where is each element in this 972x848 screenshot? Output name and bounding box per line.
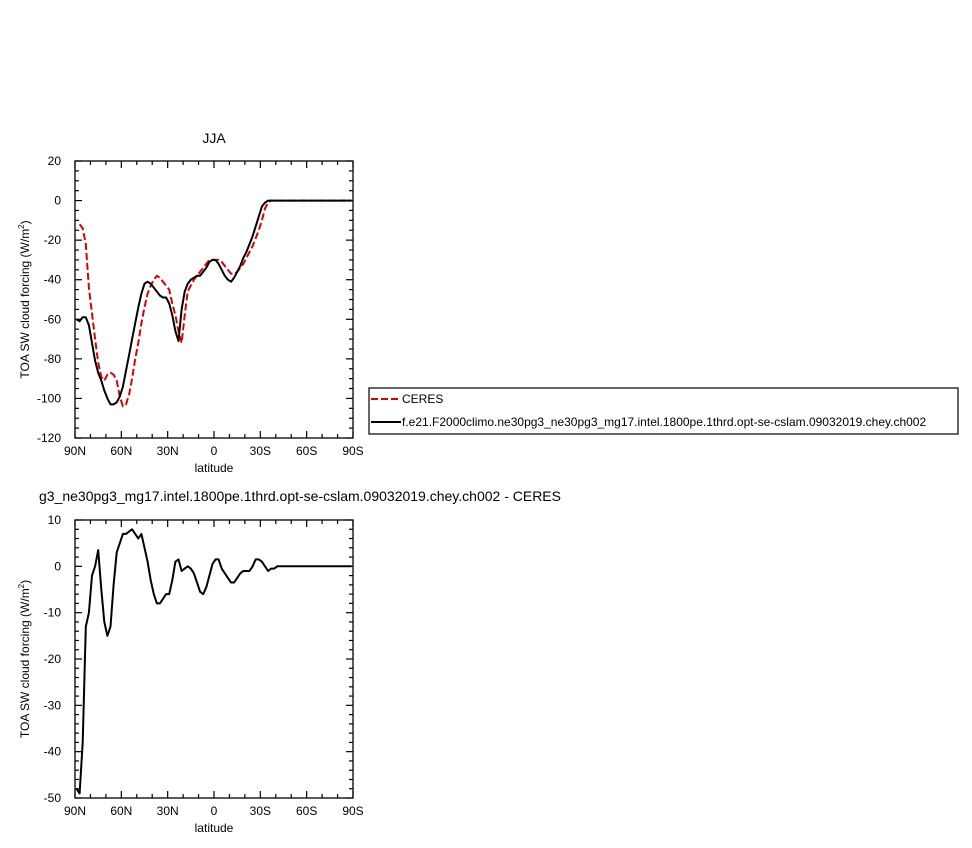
y-tick-label: -30 — [44, 698, 62, 712]
y-axis-label: TOA SW cloud forcing (W/m2) — [17, 220, 32, 378]
x-tick-label: 30N — [157, 444, 179, 458]
chart-title: JJA — [202, 130, 226, 146]
x-tick-label: 90S — [342, 804, 363, 818]
y-axis-label-superscript: 2 — [17, 224, 26, 229]
series-line-1 — [75, 528, 352, 795]
chart-panel-2: g3_ne30pg3_mg17.intel.1800pe.1thrd.opt-s… — [17, 488, 561, 835]
y-axis-label-text: TOA SW cloud forcing (W/m — [18, 229, 32, 379]
chart-panel-1: JJA 90N 60N 30N 0 30S 60S 90S 20 0 -20 -40 -60 -80 -10… — [17, 130, 364, 475]
chart-title: g3_ne30pg3_mg17.intel.1800pe.1thrd.opt-s… — [39, 488, 561, 504]
plot-frame — [74, 160, 354, 439]
y-tick-label: -100 — [37, 391, 61, 405]
legend-box — [368, 387, 959, 435]
y-axis-label-text: TOA SW cloud forcing (W/m — [18, 588, 32, 738]
x-tick-label: 60S — [296, 804, 317, 818]
x-tick-label: 30S — [250, 444, 271, 458]
x-tick-label: 60N — [110, 444, 132, 458]
y-axis-label: TOA SW cloud forcing (W/m2) — [17, 580, 32, 738]
y-axis-label-end: ) — [18, 580, 32, 584]
y-axis-label-end: ) — [18, 220, 32, 224]
x-axis-label: latitude — [195, 461, 234, 475]
y-tick-label: 20 — [48, 154, 62, 168]
y-tick-label: -10 — [44, 606, 62, 620]
y-tick-label: 0 — [54, 559, 61, 573]
y-tick-label: -40 — [44, 273, 62, 287]
x-tick-label: 60N — [110, 804, 132, 818]
x-tick-label: 90N — [64, 804, 86, 818]
y-axis-label-superscript: 2 — [17, 583, 26, 588]
x-tick-label: 60S — [296, 444, 317, 458]
legend-entry-1: CERES — [402, 392, 443, 406]
y-tick-label: -40 — [44, 745, 62, 759]
x-tick-label: 30S — [250, 804, 271, 818]
x-tick-label: 0 — [211, 444, 218, 458]
x-tick-label: 30N — [157, 804, 179, 818]
y-tick-label: -120 — [37, 431, 61, 445]
y-tick-label: -50 — [44, 791, 62, 805]
series-line-1 — [78, 199, 352, 408]
legend-entry-2: f.e21.F2000climo.ne30pg3_ne30pg3_mg17.in… — [402, 415, 926, 429]
x-tick-label: 0 — [211, 804, 218, 818]
x-tick-label: 90N — [64, 444, 86, 458]
y-tick-label: 0 — [54, 194, 61, 208]
y-tick-label: 10 — [48, 513, 62, 527]
y-tick-label: -60 — [44, 312, 62, 326]
x-tick-label: 90S — [342, 444, 363, 458]
y-tick-label: -20 — [44, 652, 62, 666]
y-tick-label: -80 — [44, 352, 62, 366]
x-axis-label: latitude — [195, 821, 234, 835]
y-tick-label: -20 — [44, 233, 62, 247]
legend: CERES f.e21.F2000climo.ne30pg3_ne30pg3_mg… — [368, 387, 959, 435]
series-line-2 — [75, 199, 352, 406]
